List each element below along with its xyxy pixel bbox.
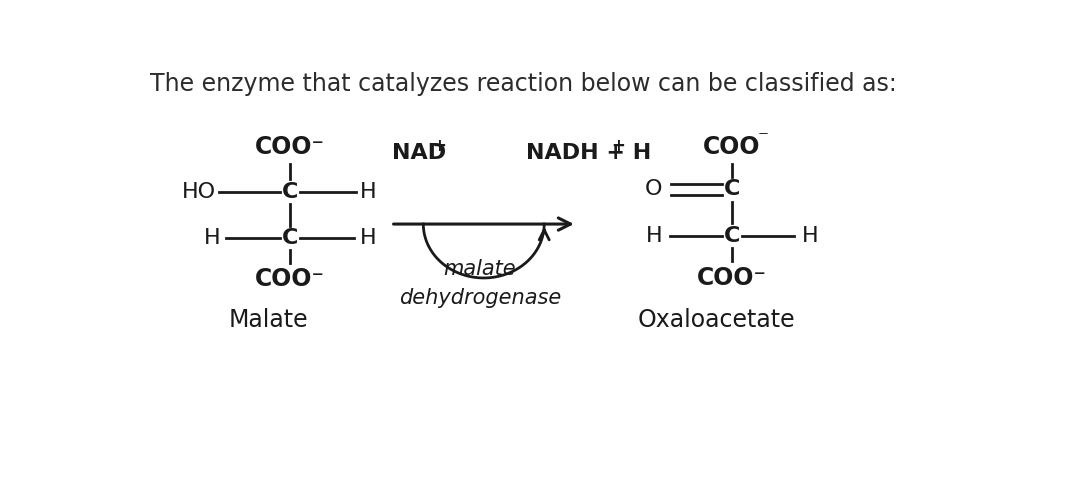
Text: COO: COO	[703, 135, 760, 159]
Text: H: H	[204, 228, 220, 248]
Text: C: C	[282, 228, 298, 248]
Text: Oxaloacetate: Oxaloacetate	[637, 308, 795, 332]
Text: H: H	[360, 182, 376, 202]
Text: O: O	[645, 179, 662, 200]
Text: HO: HO	[183, 182, 216, 202]
Text: COO⁻: COO⁻	[255, 267, 325, 291]
Text: C: C	[724, 226, 740, 246]
Text: NAD: NAD	[392, 143, 446, 163]
Text: malate
dehydrogenase: malate dehydrogenase	[399, 259, 561, 308]
Text: C: C	[282, 182, 298, 202]
Text: ⁻: ⁻	[757, 128, 768, 148]
Text: +: +	[433, 136, 446, 155]
Text: H: H	[801, 226, 819, 246]
Text: COO⁻: COO⁻	[697, 266, 767, 290]
Text: The enzyme that catalyzes reaction below can be classified as:: The enzyme that catalyzes reaction below…	[150, 72, 897, 96]
Text: C: C	[724, 179, 740, 200]
Text: NADH + H: NADH + H	[526, 143, 651, 163]
Text: +: +	[611, 136, 625, 155]
Text: H: H	[646, 226, 662, 246]
Text: COO⁻: COO⁻	[255, 135, 325, 159]
Text: Malate: Malate	[229, 308, 308, 332]
Text: H: H	[360, 228, 376, 248]
